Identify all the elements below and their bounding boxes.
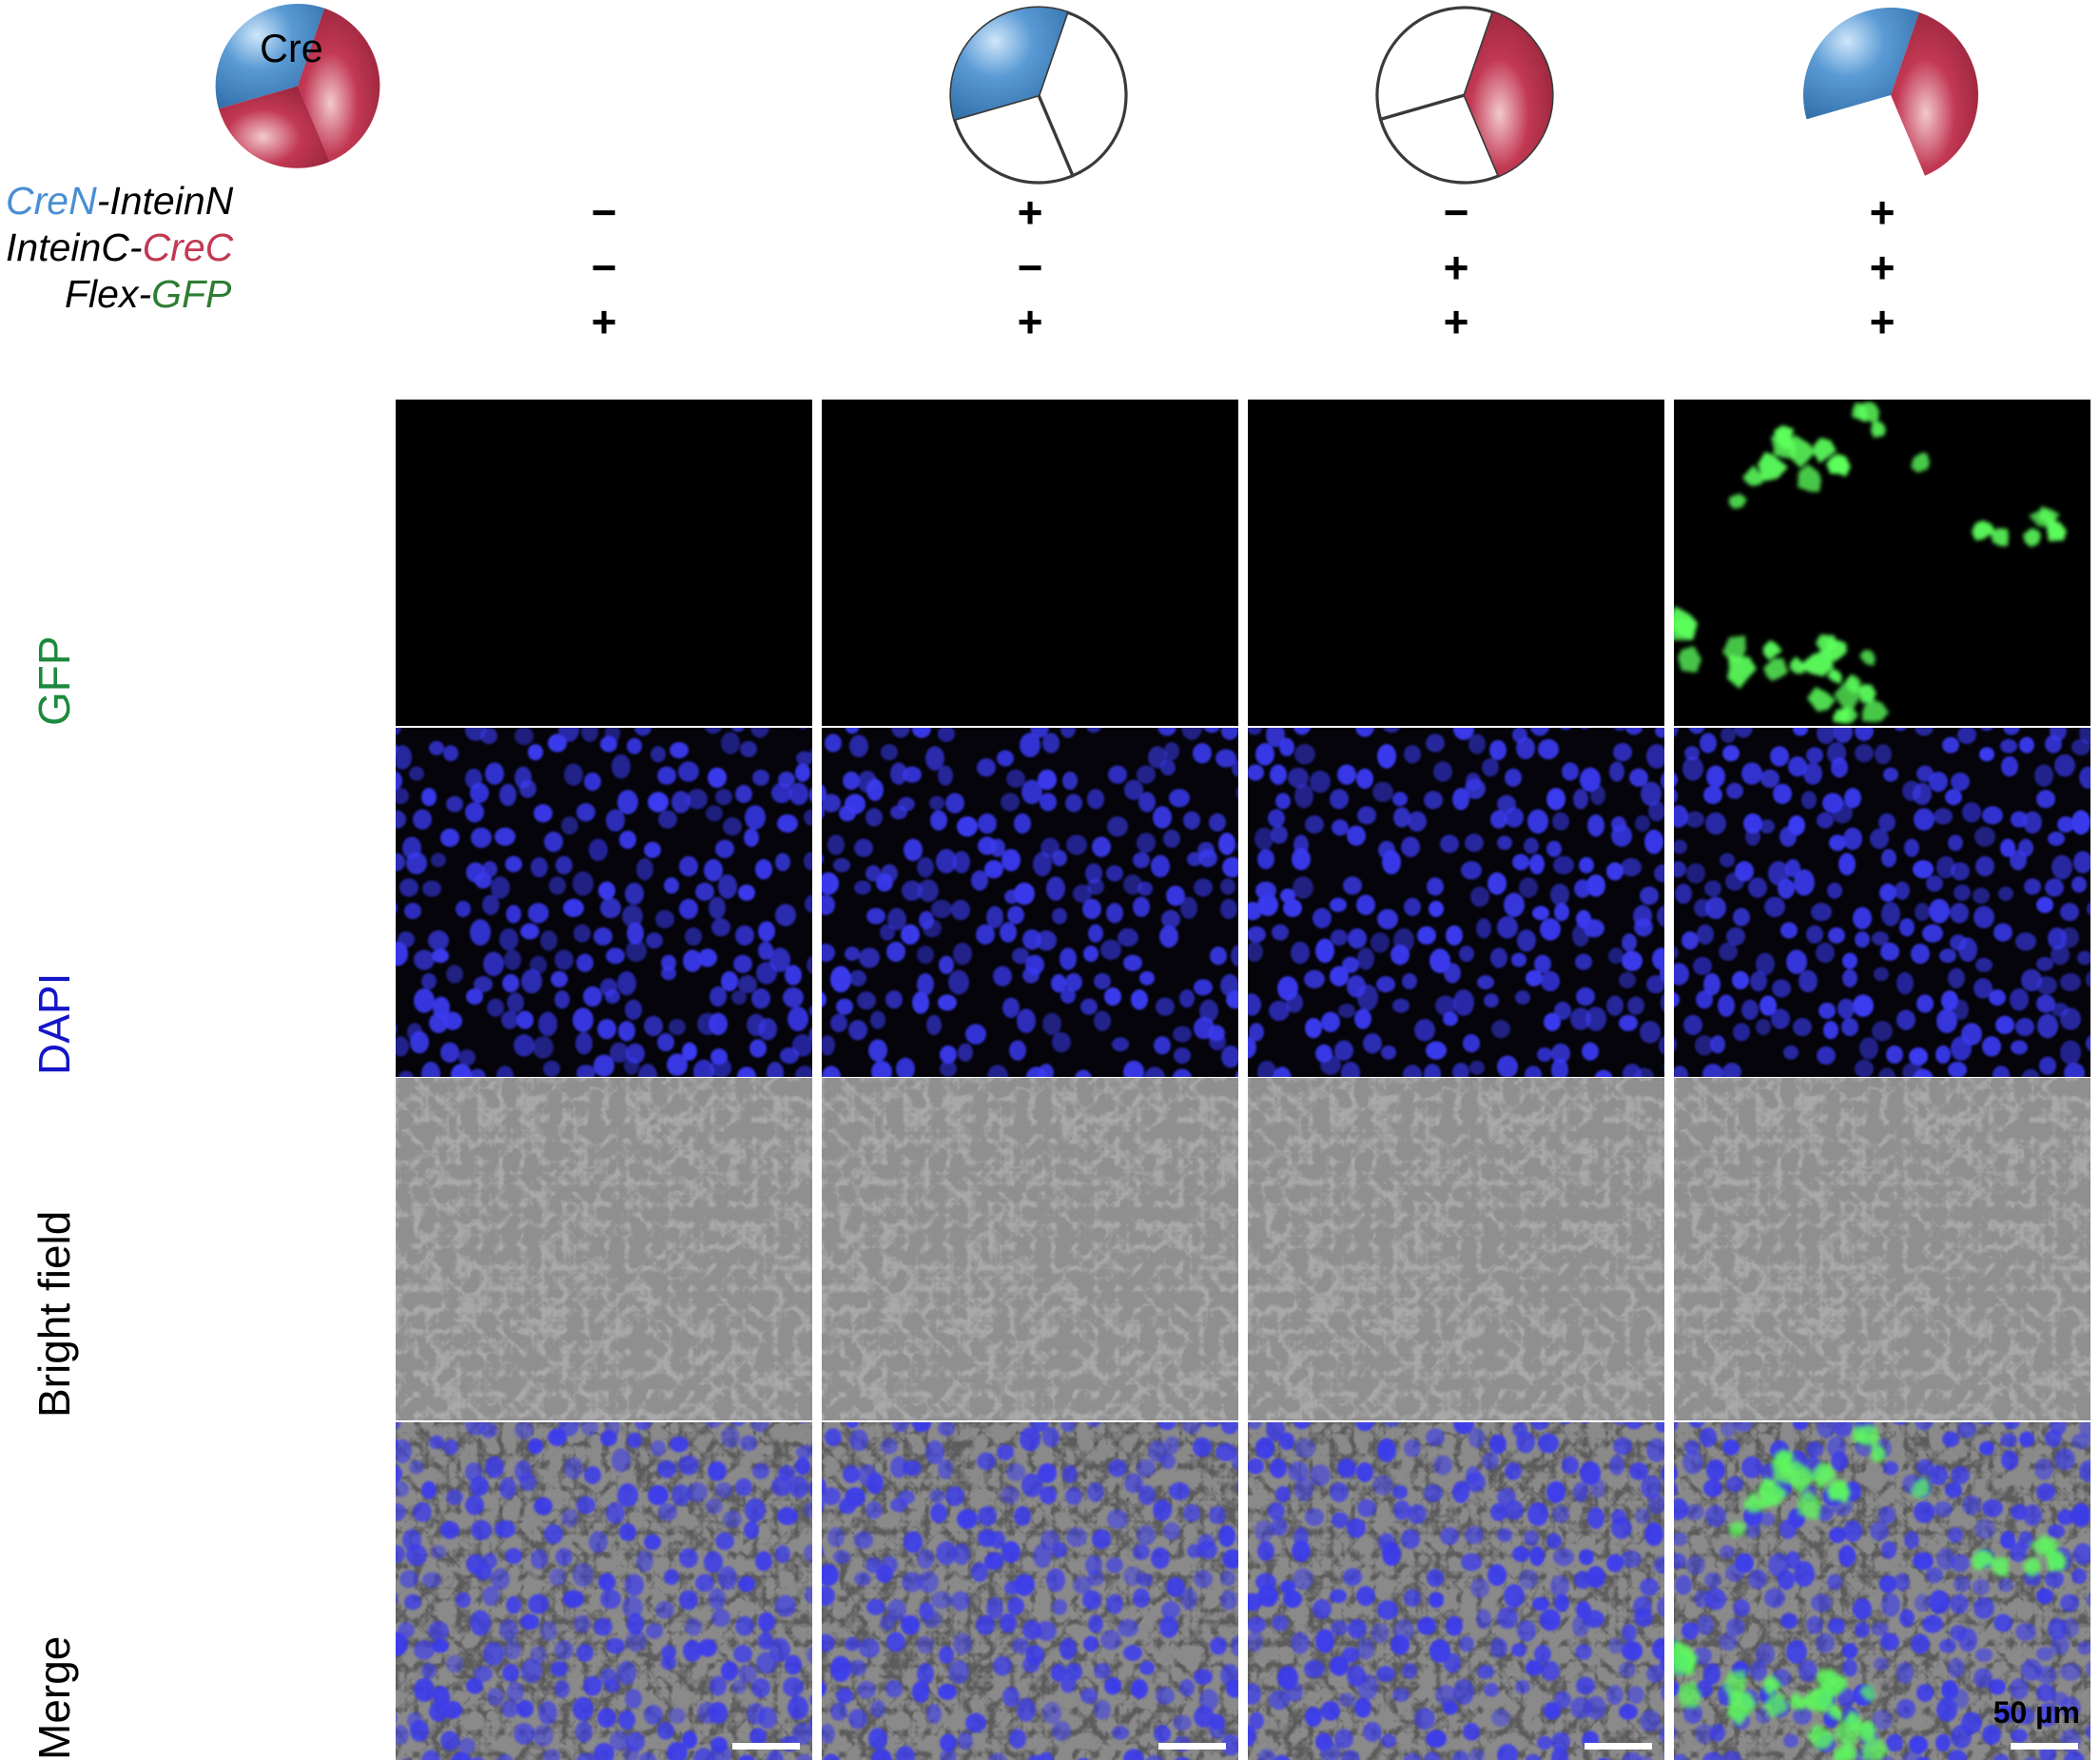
svg-text:Cre: Cre — [260, 27, 323, 70]
